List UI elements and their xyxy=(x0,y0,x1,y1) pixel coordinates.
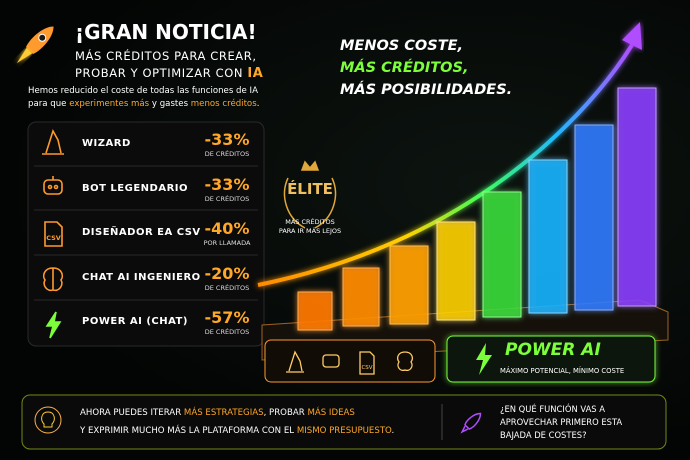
intro: Hemos reducido el coste de todas las fun… xyxy=(28,86,258,96)
growth-arrow xyxy=(257,43,634,287)
question: BAJADA DE COSTES? xyxy=(500,430,587,440)
highlight: experimentes más xyxy=(69,99,150,109)
text: y gastes xyxy=(151,99,189,109)
tagline: MÁS CRÉDITOS, xyxy=(340,60,469,76)
text: AHORA PUEDES ITERAR xyxy=(80,408,182,418)
power-ai-subtitle: MÁXIMO POTENCIAL, MÍNIMO COSTE xyxy=(500,367,625,375)
feature-name: CHAT AI INGENIERO xyxy=(82,271,201,283)
elite-badge xyxy=(283,160,337,229)
feature-note: DE CRÉDITOS xyxy=(204,194,250,203)
rocket-icon xyxy=(16,26,54,64)
power-ai-panel xyxy=(446,335,656,383)
badge-text: MÁS CRÉDITOS xyxy=(285,218,335,226)
badge-text: PARA IR MÁS LEJOS xyxy=(278,227,342,235)
title: ¡GRAN NOTICIA! xyxy=(75,20,257,44)
feature-discount: -20% xyxy=(204,263,250,283)
feature-note: DE CRÉDITOS xyxy=(204,283,250,292)
feature-note: DE CRÉDITOS xyxy=(204,328,250,337)
feature-panel xyxy=(27,121,265,347)
highlight: MÁS IDEAS xyxy=(307,408,355,418)
feature-discount: -33% xyxy=(204,174,250,194)
subtitle: PROBAR Y OPTIMIZAR CON IA xyxy=(75,66,263,81)
question: ¿EN QUÉ FUNCIÓN VAS A xyxy=(500,404,606,414)
footer-panel xyxy=(21,394,667,450)
feature-note: DE CRÉDITOS xyxy=(204,150,250,158)
row-dividers xyxy=(34,165,258,301)
footer-text: AHORA PUEDES ITERAR MÁS ESTRATEGIAS, PRO… xyxy=(80,408,355,418)
intro: para que experimentes más y gastes menos… xyxy=(28,99,259,109)
highlight: IA xyxy=(247,66,264,81)
feature-name: BOT LEGENDARIO xyxy=(82,182,188,194)
text: , PROBAR xyxy=(263,408,305,418)
subtitle: MÁS CRÉDITOS PARA CREAR, xyxy=(75,49,257,63)
feature-discount: -33% xyxy=(204,130,250,149)
icon-tray xyxy=(264,339,436,383)
icon-label: CSV xyxy=(361,365,372,371)
bulb-circle xyxy=(34,406,62,434)
tagline: MÁS POSIBILIDADES. xyxy=(340,82,513,98)
badge-title: ÉLITE xyxy=(287,180,333,198)
text: . xyxy=(391,426,395,436)
text: PROBAR Y OPTIMIZAR CON xyxy=(75,66,244,80)
feature-discount: -40% xyxy=(204,219,250,239)
feature-name: POWER AI (CHAT) xyxy=(82,316,188,328)
feature-name: DISEÑADOR EA CSV xyxy=(82,227,201,239)
feature-name: WIZARD xyxy=(82,138,131,149)
footer-rocket xyxy=(460,412,482,434)
footer-text: Y EXPRIMIR MUCHO MÁS LA PLATAFORMA CON E… xyxy=(80,426,394,436)
text: Y EXPRIMIR MUCHO MÁS LA PLATAFORMA CON E… xyxy=(80,426,295,436)
highlight: MISMO PRESUPUESTO xyxy=(296,426,392,436)
tray-icons xyxy=(286,350,413,375)
bulb-icon xyxy=(41,411,55,428)
icon-label: CSV xyxy=(46,234,61,242)
power-icon xyxy=(476,343,492,375)
text: . xyxy=(256,99,260,109)
arrow-head xyxy=(622,22,642,50)
feature-note: POR LLAMADA xyxy=(203,239,251,248)
tagline: MENOS COSTE, xyxy=(340,38,464,54)
question: APROVECHAR PRIMERO ESTA xyxy=(500,417,623,427)
feature-icons xyxy=(42,128,64,339)
bars xyxy=(297,87,657,331)
highlight: MÁS ESTRATEGIAS xyxy=(183,408,264,418)
text: para que xyxy=(28,99,67,109)
highlight: menos créditos xyxy=(190,99,257,109)
power-ai-title: POWER AI xyxy=(505,340,601,360)
feature-discount: -57% xyxy=(204,308,250,328)
